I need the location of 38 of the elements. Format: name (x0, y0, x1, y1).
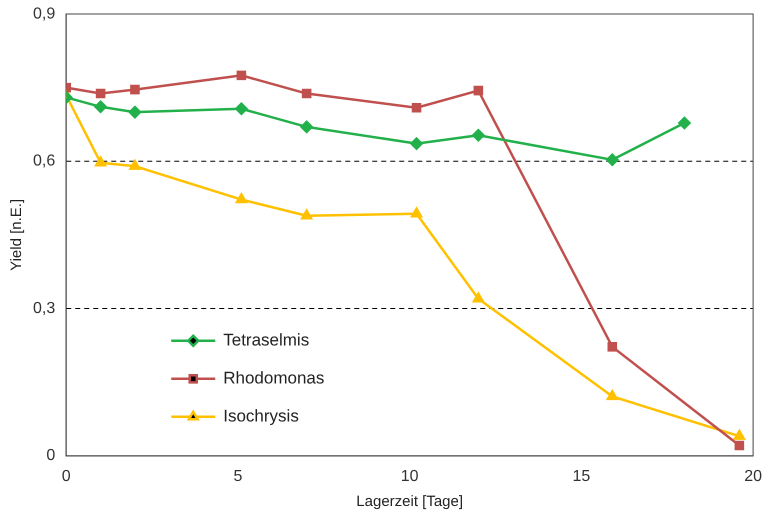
point (236, 193, 247, 204)
point (472, 292, 484, 302)
legend-label: Tetraselmis (223, 330, 310, 350)
point (128, 106, 142, 118)
y-tick-label: 0,6 (32, 152, 56, 170)
x-tick-label: 5 (234, 468, 243, 485)
x-tick-label: 10 (400, 468, 419, 485)
point (129, 160, 141, 170)
point (236, 70, 246, 80)
y-axis-title: Yield [n.E.] (8, 198, 26, 271)
point (130, 84, 140, 94)
x-tick-label: 0 (62, 468, 71, 485)
point (235, 102, 248, 115)
point (734, 440, 744, 450)
x-tick-label: 15 (572, 468, 590, 485)
point (96, 88, 106, 98)
point (608, 342, 618, 352)
y-tick-label: 0 (46, 447, 56, 464)
point (606, 390, 618, 400)
point (412, 102, 422, 113)
point (474, 86, 484, 96)
legend-label: Isochrysis (223, 406, 299, 426)
point (734, 430, 745, 440)
point (94, 100, 107, 114)
x-tick-label: 20 (744, 468, 762, 485)
point (472, 129, 485, 142)
y-tick-label: 0,3 (32, 300, 56, 317)
point (95, 156, 106, 166)
point (410, 208, 422, 218)
x-axis-title: Lagerzeit [Tage] (356, 493, 464, 510)
point (301, 210, 312, 220)
point (302, 88, 312, 98)
legend-label: Rhodomonas (223, 368, 324, 388)
point (606, 154, 619, 166)
point (410, 137, 423, 150)
point (678, 116, 691, 130)
y-tick-label: 0,9 (32, 5, 56, 22)
point (300, 120, 313, 134)
